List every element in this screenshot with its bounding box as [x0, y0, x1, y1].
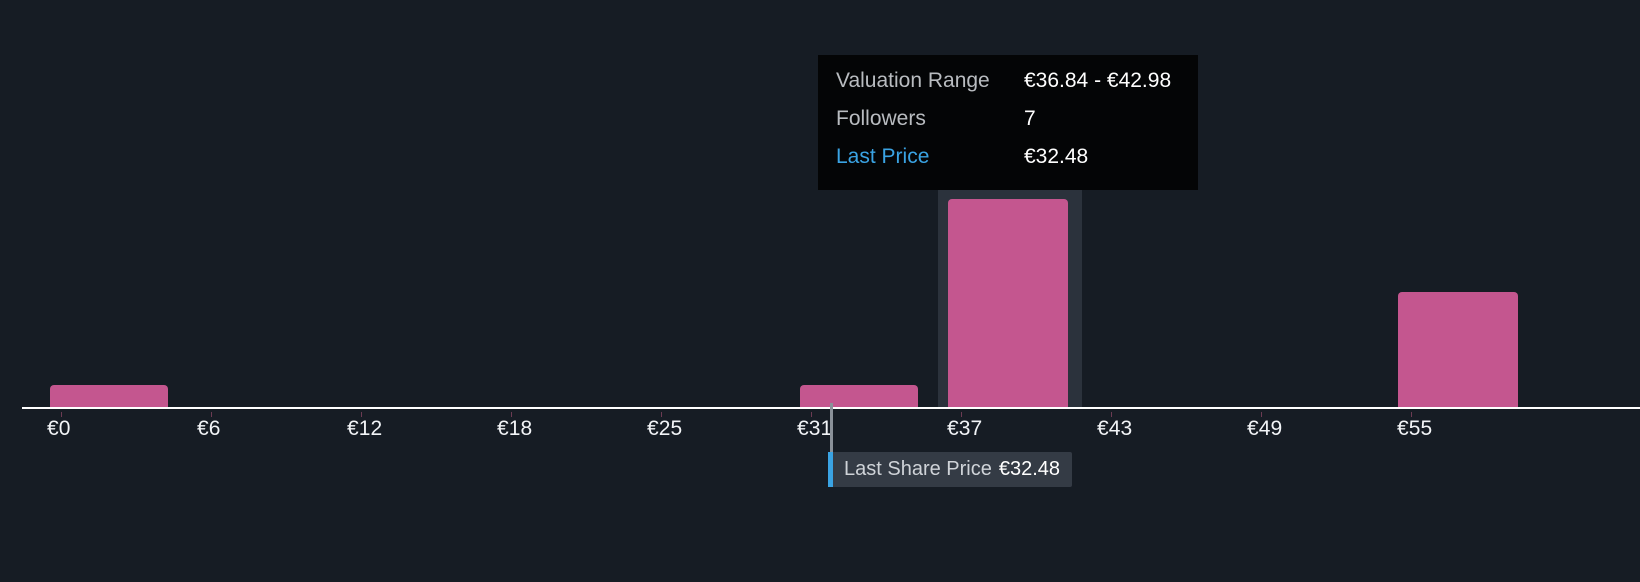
tooltip-value-valuation-range: €36.84 - €42.98 [1024, 69, 1172, 92]
x-axis-tick-label: €31 [797, 417, 833, 440]
x-axis-tick-label: €12 [347, 417, 383, 440]
last-price-marker-upper [830, 403, 833, 456]
x-axis-tick [61, 412, 62, 417]
tooltip-row-valuation-range: Valuation Range €36.84 - €42.98 [836, 69, 1180, 107]
x-axis-tick [811, 412, 812, 417]
tooltip-label-valuation-range: Valuation Range [836, 69, 990, 92]
x-axis-tick-label: €37 [947, 417, 983, 440]
x-axis-tick [1111, 412, 1112, 417]
x-axis-tick-label: €43 [1097, 417, 1133, 440]
tooltip-row-followers: Followers 7 [836, 107, 1180, 145]
x-axis-tick-label: €55 [1397, 417, 1433, 440]
x-axis-tick [661, 412, 662, 417]
x-axis-tick [1261, 412, 1262, 417]
last-share-price-value: €32.48 [998, 458, 1061, 480]
x-axis-tick [961, 412, 962, 417]
tooltip-row-last-price: Last Price €32.48 [836, 145, 1180, 183]
x-axis-tick-label: €49 [1247, 417, 1283, 440]
tooltip-value-last-price: €32.48 [1024, 145, 1089, 168]
tooltip-label-followers: Followers [836, 107, 926, 130]
tooltip-value-followers: 7 [1024, 107, 1036, 130]
x-axis-tick [361, 412, 362, 417]
x-axis-tick [1411, 412, 1412, 417]
x-axis-tick-label: €25 [647, 417, 683, 440]
last-share-price-accent-bar [828, 452, 833, 487]
x-axis-tick-label: €18 [497, 417, 533, 440]
last-share-price-label: Last Share Price [844, 458, 992, 480]
x-axis-tick-label: €6 [197, 417, 221, 440]
x-axis-tick-label: €0 [47, 417, 71, 440]
tooltip-label-last-price: Last Price [836, 145, 930, 168]
valuation-tooltip: Valuation Range €36.84 - €42.98 Follower… [818, 55, 1198, 190]
histogram-bar[interactable] [948, 199, 1068, 408]
x-axis-tick [511, 412, 512, 417]
histogram-bar[interactable] [800, 385, 918, 408]
histogram-bar[interactable] [50, 385, 168, 408]
histogram-bar[interactable] [1398, 292, 1518, 408]
last-share-price-badge: Last Share Price €32.48 [828, 452, 1073, 487]
x-axis-tick [211, 412, 212, 417]
